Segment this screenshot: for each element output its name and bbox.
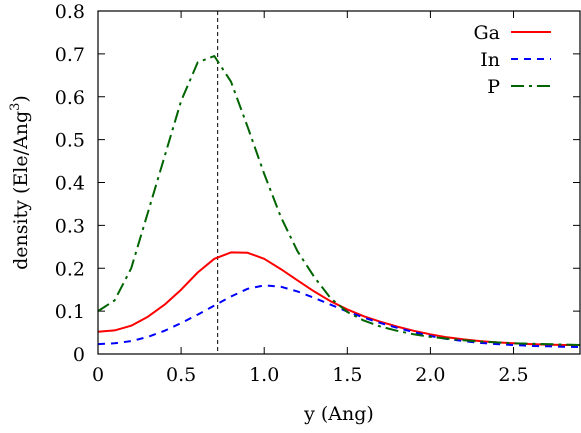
series-group: [97, 55, 581, 349]
y-tick-label: 0.8: [55, 1, 85, 23]
plot-frame: [97, 10, 581, 355]
y-tick-label: 0.5: [55, 130, 85, 152]
legend-label-p: P: [487, 76, 500, 98]
y-axis-label: density (Ele/Ang3): [8, 95, 32, 270]
x-tick-label: 1.5: [332, 364, 362, 386]
y-tick-label: 0.3: [55, 215, 85, 237]
y-axis-label-sup: 3: [8, 103, 23, 111]
x-tick-label: 2.5: [498, 364, 528, 386]
legend: Ga In P: [473, 22, 551, 98]
y-tick-label: 0.6: [55, 87, 85, 109]
legend-label-ga: Ga: [473, 22, 500, 44]
y-axis-label-main: density (Ele/Ang: [10, 111, 32, 270]
x-tick-label: 0: [92, 364, 104, 386]
y-axis-label-close: ): [10, 95, 32, 102]
tick-marks: [97, 10, 580, 355]
legend-label-in: In: [480, 49, 500, 71]
tick-labels: 0 0.5 1.0 1.5 2.0 2.5 0 0.1 0.2 0.3 0.4 0.5 0.6 0.7 0.…: [55, 1, 529, 386]
y-tick-label: 0.1: [55, 301, 85, 323]
x-axis-label: y (Ang): [303, 403, 374, 425]
y-tick-label: 0.2: [55, 258, 85, 280]
series-line-ga: [97, 251, 580, 346]
y-tick-label: 0.7: [55, 44, 85, 66]
y-tick-label: 0.4: [55, 173, 85, 195]
x-tick-label: 0.5: [166, 364, 196, 386]
x-tick-label: 2.0: [415, 364, 445, 386]
y-tick-label: 0: [73, 344, 85, 366]
x-tick-label: 1.0: [249, 364, 279, 386]
series-line-p: [97, 55, 581, 346]
series-line-in: [97, 284, 581, 349]
